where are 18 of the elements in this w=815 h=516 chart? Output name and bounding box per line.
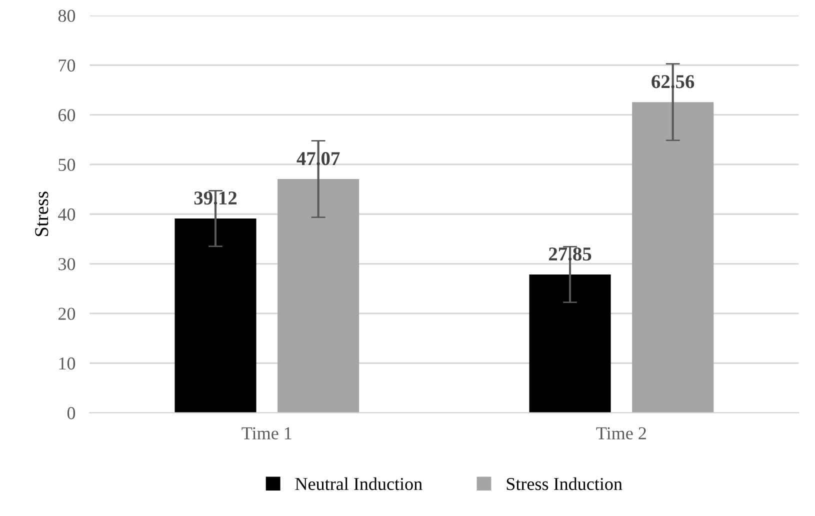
x-tick-label: Time 2 [596, 427, 646, 440]
y-tick-label: 0 [67, 407, 76, 420]
bar [174, 218, 256, 413]
y-tick-label: 40 [58, 208, 76, 221]
y-tick-label: 60 [58, 109, 76, 122]
x-tick-label: Time 1 [242, 427, 292, 440]
y-tick-label: 50 [58, 158, 76, 171]
bar [278, 179, 360, 413]
y-tick-label: 80 [58, 10, 76, 22]
bar [529, 274, 611, 413]
y-tick-label: 20 [58, 308, 76, 320]
bar [632, 102, 714, 413]
y-tick-label: 70 [58, 59, 76, 72]
y-tick-label: 30 [58, 258, 76, 270]
y-tick-label: 10 [59, 357, 76, 370]
legend-label: Stress Induction [506, 477, 622, 490]
legend-label: Neutral Induction [295, 477, 422, 490]
y-axis-title: Stress [35, 192, 48, 236]
